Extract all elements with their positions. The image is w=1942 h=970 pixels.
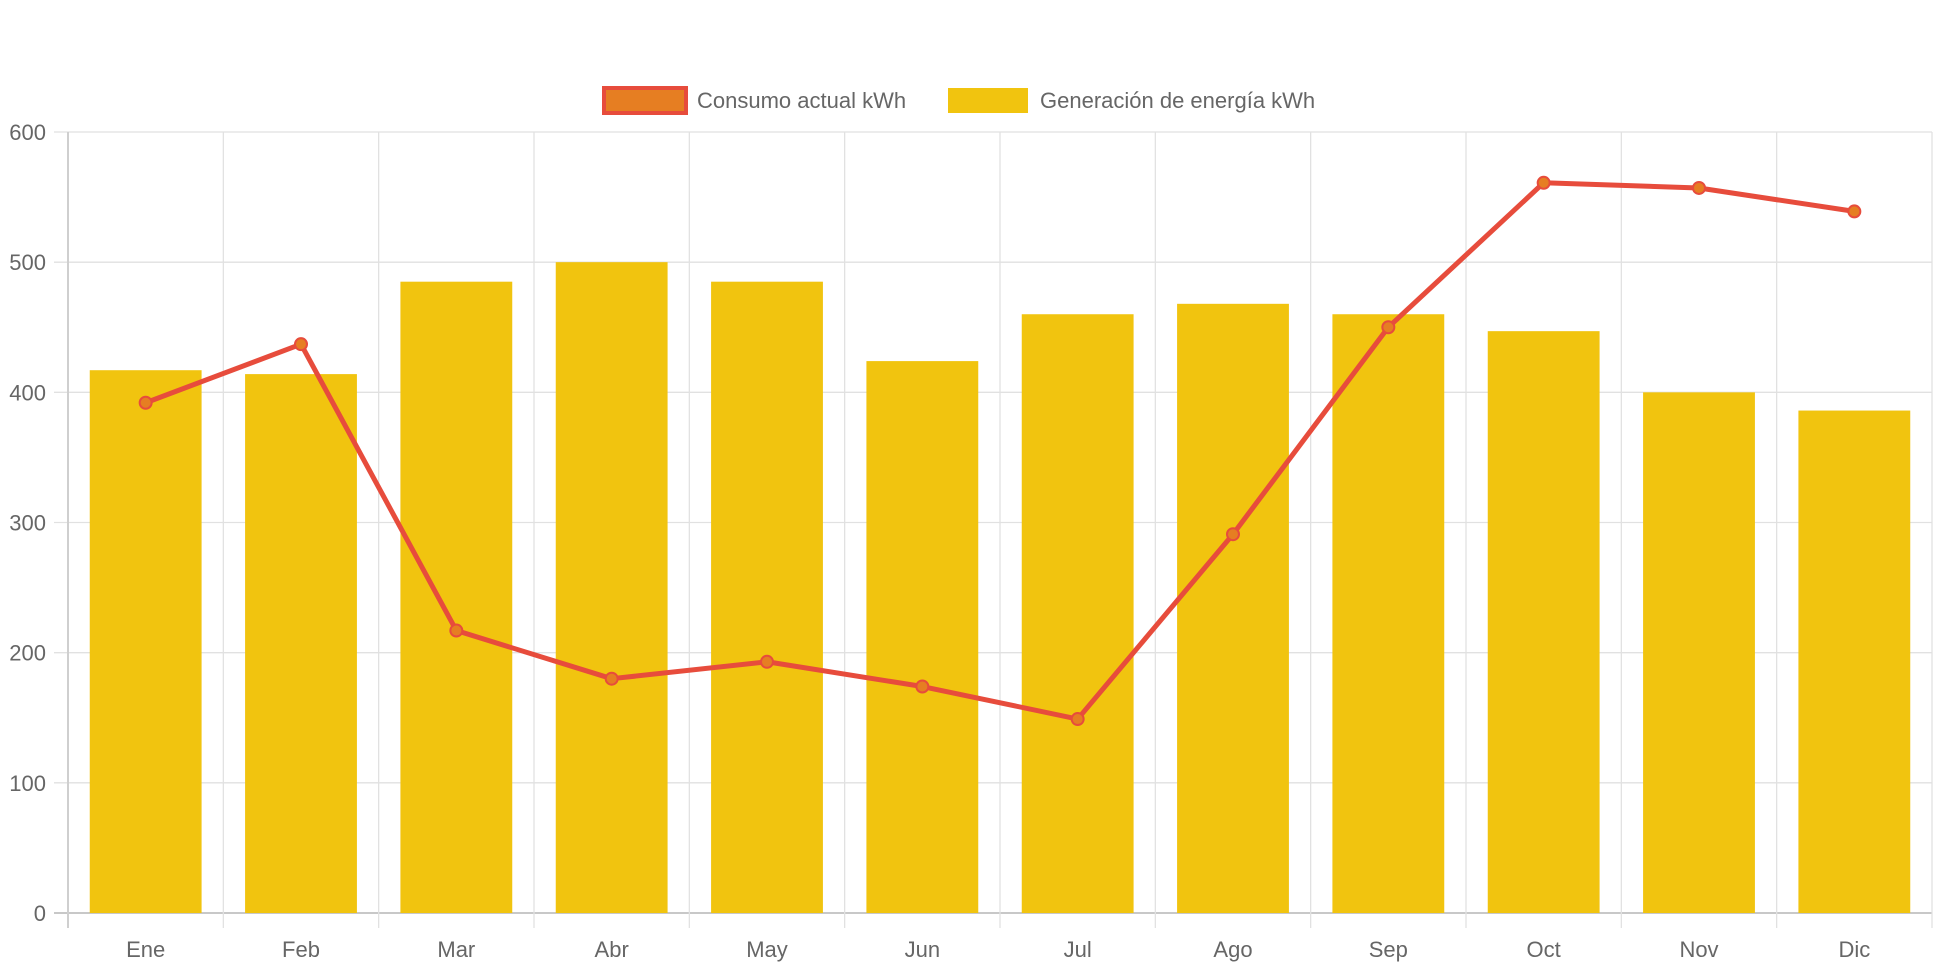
legend-item-generacion[interactable]: Generación de energía kWh <box>948 88 1315 113</box>
x-tick-label-ago: Ago <box>1213 937 1252 962</box>
bar-may <box>711 281 823 914</box>
y-axis: 0 100 200 300 400 500 600 <box>9 120 46 926</box>
bar-mar <box>400 281 513 914</box>
bar-ene <box>89 370 202 914</box>
x-tick-label-jul: Jul <box>1064 937 1092 962</box>
bar-ago <box>1177 303 1289 913</box>
x-tick-label-ene: Ene <box>126 937 165 962</box>
legend-swatch-consumo <box>602 86 688 115</box>
y-tick-label: 200 <box>9 641 46 666</box>
x-axis: Ene Feb Mar Abr May Jun Jul Ago Sep Oct Nov Dic <box>126 937 1870 962</box>
y-tick-label: 100 <box>9 771 46 796</box>
x-tick-label-oct: Oct <box>1527 937 1561 962</box>
x-tick-label-sep: Sep <box>1369 937 1408 962</box>
bar-jun <box>866 361 979 913</box>
x-tick-label-feb: Feb <box>282 937 320 962</box>
bar-abr <box>555 262 668 914</box>
grid <box>54 131 1933 928</box>
point-jul <box>1070 712 1085 727</box>
point-nov <box>1692 180 1706 195</box>
x-tick-label-abr: Abr <box>595 937 629 962</box>
point-dic <box>1847 204 1862 219</box>
x-tick-label-jun: Jun <box>905 937 940 962</box>
bar-feb <box>245 374 357 913</box>
point-may <box>760 654 774 669</box>
point-mar <box>449 623 464 638</box>
x-tick-label-mar: Mar <box>437 937 475 962</box>
point-oct <box>1536 175 1551 190</box>
line-path <box>143 180 1857 722</box>
point-feb <box>294 337 308 352</box>
bar-series-generacion <box>89 262 1911 914</box>
bar-jul <box>1021 314 1134 913</box>
y-tick-label: 600 <box>9 120 46 145</box>
legend-item-consumo[interactable]: Consumo actual kWh <box>602 86 906 115</box>
bar-oct <box>1487 331 1600 913</box>
point-sep <box>1381 320 1396 335</box>
legend: Consumo actual kWh Generación de energía… <box>602 86 1315 115</box>
x-tick-label-nov: Nov <box>1679 937 1718 962</box>
legend-swatch-generacion <box>948 88 1028 113</box>
point-abr <box>604 671 619 686</box>
y-tick-label: 400 <box>9 380 46 405</box>
x-tick-label-may: May <box>746 937 788 962</box>
legend-label-consumo: Consumo actual kWh <box>697 88 906 113</box>
legend-label-generacion: Generación de energía kWh <box>1040 88 1315 113</box>
y-tick-label: 500 <box>9 250 46 275</box>
bar-sep <box>1332 314 1445 913</box>
point-jun <box>915 679 930 694</box>
point-ago <box>1226 527 1240 542</box>
x-tick-label-dic: Dic <box>1838 937 1870 962</box>
bar-dic <box>1798 410 1911 913</box>
y-tick-label: 300 <box>9 511 46 536</box>
point-ene <box>138 395 153 410</box>
bar-nov <box>1643 392 1755 913</box>
y-tick-label: 0 <box>34 901 46 926</box>
line-series-consumo <box>138 175 1862 727</box>
